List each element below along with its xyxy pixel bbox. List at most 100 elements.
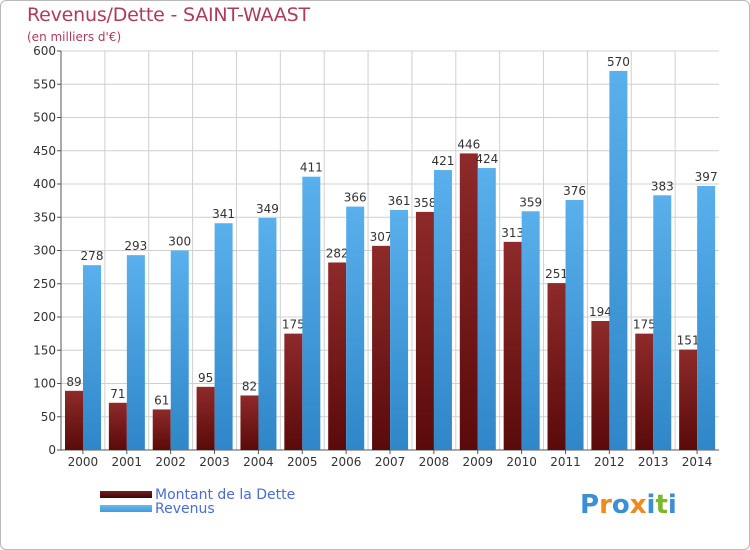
x-tick-label: 2006 (331, 455, 362, 469)
bar-revenue (477, 168, 496, 451)
bar-debt (415, 211, 434, 450)
bar-debt (196, 386, 215, 450)
bar-label-debt: 151 (677, 334, 700, 348)
bar-debt (459, 153, 478, 450)
bar-debt (240, 395, 259, 450)
logo-letter: i (667, 490, 677, 520)
logo-letter: r (599, 490, 612, 520)
logo-letter: t (655, 490, 668, 520)
x-tick-label: 2010 (506, 455, 537, 469)
x-tick-label: 2004 (243, 455, 274, 469)
x-tick-label: 2008 (419, 455, 450, 469)
legend-swatch-revenue (100, 505, 152, 512)
bar-label-debt: 313 (501, 226, 524, 240)
x-tick-label: 2011 (550, 455, 581, 469)
x-tick-label: 2002 (155, 455, 186, 469)
bar-debt (503, 241, 522, 450)
proxiti-logo: Proxiti (580, 490, 677, 520)
bar-label-revenue: 349 (256, 202, 279, 216)
bar-label-revenue: 411 (300, 161, 323, 175)
bar-label-debt: 251 (545, 267, 568, 281)
y-tick-label: 50 (41, 410, 56, 424)
bar-revenue (346, 206, 365, 450)
x-tick-label: 2012 (594, 455, 625, 469)
y-tick-label: 150 (33, 343, 56, 357)
x-tick-label: 2001 (112, 455, 143, 469)
chart-subtitle: (en milliers d'€) (27, 30, 122, 44)
y-tick-label: 500 (33, 111, 56, 125)
y-tick-label: 300 (33, 244, 56, 258)
bar-label-debt: 307 (370, 230, 393, 244)
bar-debt (284, 333, 303, 450)
logo-letter: x (629, 490, 647, 520)
bar-debt (635, 333, 654, 450)
logo-letter: P (580, 490, 600, 520)
bar-debt (547, 283, 566, 450)
bar-label-debt: 95 (198, 371, 213, 385)
bar-label-revenue: 300 (168, 235, 191, 249)
bar-label-debt: 61 (154, 393, 169, 407)
bar-label-debt: 89 (66, 375, 81, 389)
bar-debt (152, 409, 171, 450)
bar-label-revenue: 421 (431, 154, 454, 168)
bar-label-revenue: 570 (607, 55, 630, 69)
bar-revenue (302, 176, 321, 450)
y-tick-label: 350 (33, 210, 56, 224)
bar-label-debt: 175 (633, 318, 656, 332)
bar-revenue (433, 170, 452, 450)
bar-label-debt: 446 (457, 137, 480, 151)
x-tick-label: 2009 (462, 455, 493, 469)
bar-revenue (653, 195, 672, 450)
bar-label-debt: 282 (326, 246, 349, 260)
legend-swatch-debt (100, 491, 152, 498)
bar-label-revenue: 278 (81, 249, 104, 263)
bar-label-revenue: 376 (563, 184, 586, 198)
bar-label-revenue: 341 (212, 207, 235, 221)
x-tick-label: 2005 (287, 455, 318, 469)
bar-revenue (697, 185, 716, 450)
y-tick-label: 550 (33, 77, 56, 91)
bar-revenue (521, 211, 540, 450)
bar-label-revenue: 397 (695, 170, 718, 184)
bar-revenue (609, 70, 628, 450)
x-tick-label: 2013 (638, 455, 669, 469)
legend-label-debt: Montant de la Dette (155, 487, 296, 503)
bar-debt (591, 320, 610, 450)
bar-label-revenue: 293 (124, 239, 147, 253)
logo-letter: i (646, 490, 656, 520)
x-tick-label: 2003 (199, 455, 230, 469)
bar-revenue (170, 250, 189, 450)
bar-revenue (214, 223, 233, 450)
chart-title: Revenus/Dette - SAINT-WAAST (27, 4, 310, 26)
bar-revenue (258, 217, 277, 450)
bar-label-debt: 194 (589, 305, 612, 319)
bar-debt (372, 245, 391, 450)
y-tick-label: 450 (33, 144, 56, 158)
legend-item-debt: Montant de la Dette (100, 487, 360, 505)
bar-label-revenue: 366 (344, 191, 367, 205)
bar-label-debt: 71 (110, 387, 125, 401)
bar-debt (328, 262, 347, 450)
bar-label-revenue: 424 (475, 152, 498, 166)
legend-label-revenue: Revenus (155, 501, 215, 517)
bar-label-revenue: 359 (519, 195, 542, 209)
x-tick-label: 2007 (375, 455, 406, 469)
y-tick-label: 100 (33, 377, 56, 391)
bar-label-debt: 358 (413, 196, 436, 210)
bar-revenue (126, 255, 145, 450)
bar-debt (679, 349, 698, 450)
y-tick-label: 250 (33, 277, 56, 291)
bar-debt (108, 402, 127, 450)
x-tick-label: 2014 (682, 455, 713, 469)
y-tick-label: 600 (33, 44, 56, 58)
bar-label-debt: 175 (282, 318, 305, 332)
logo-letter: o (611, 490, 630, 520)
bar-label-revenue: 361 (388, 194, 411, 208)
bar-label-revenue: 383 (651, 179, 674, 193)
y-tick-label: 400 (33, 177, 56, 191)
y-tick-label: 200 (33, 310, 56, 324)
bar-label-debt: 82 (242, 379, 257, 393)
bar-revenue (565, 199, 584, 450)
bar-revenue (83, 265, 101, 450)
